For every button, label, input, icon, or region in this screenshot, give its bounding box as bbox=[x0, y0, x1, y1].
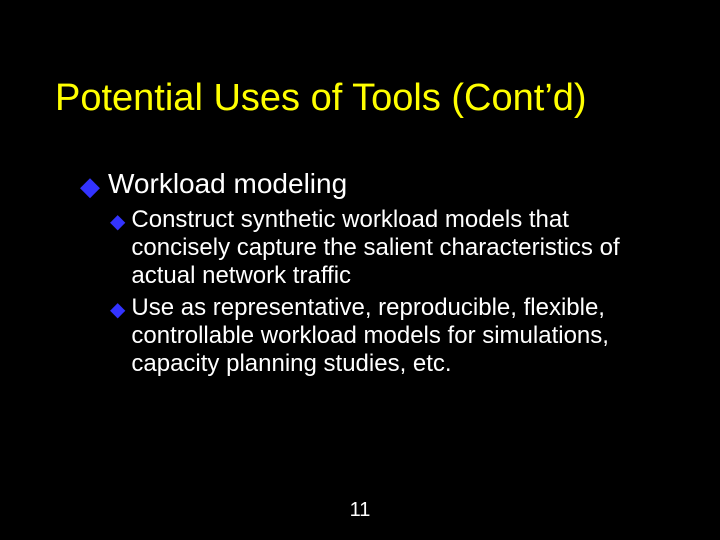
bullet-level1: ◆ Workload modeling bbox=[80, 168, 660, 200]
bullet-level1-text: Workload modeling bbox=[108, 168, 347, 200]
slide-body: ◆ Workload modeling ◆ Construct syntheti… bbox=[80, 168, 660, 382]
diamond-bullet-icon: ◆ bbox=[110, 208, 125, 236]
bullet-level2: ◆ Use as representative, reproducible, f… bbox=[110, 294, 650, 378]
bullet-level2-text: Construct synthetic workload models that… bbox=[131, 206, 650, 290]
bullet-level2: ◆ Construct synthetic workload models th… bbox=[110, 206, 650, 290]
diamond-bullet-icon: ◆ bbox=[80, 170, 100, 202]
page-number: 11 bbox=[0, 499, 720, 522]
diamond-bullet-icon: ◆ bbox=[110, 296, 125, 324]
bullet-level2-text: Use as representative, reproducible, fle… bbox=[131, 294, 650, 378]
slide-title: Potential Uses of Tools (Cont’d) bbox=[55, 78, 675, 120]
slide: Potential Uses of Tools (Cont’d) ◆ Workl… bbox=[0, 0, 720, 540]
sub-bullets: ◆ Construct synthetic workload models th… bbox=[110, 206, 650, 378]
